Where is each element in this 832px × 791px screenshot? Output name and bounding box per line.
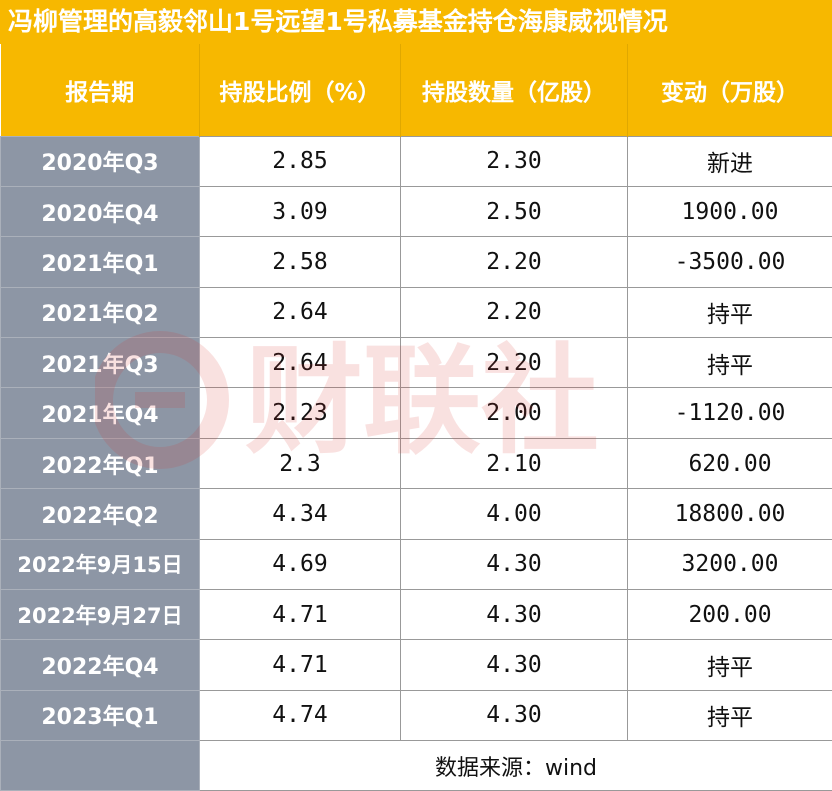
change-cell: 1900.00 — [628, 186, 832, 236]
header-shares: 持股数量（亿股） — [401, 44, 628, 136]
shares-cell: 2.10 — [401, 438, 628, 488]
shares-cell: 4.30 — [401, 640, 628, 690]
change-cell: 持平 — [628, 287, 832, 337]
change-cell: -1120.00 — [628, 388, 832, 438]
change-cell: 3200.00 — [628, 539, 832, 589]
period-cell: 2022年9月15日 — [1, 539, 200, 589]
table-row: 2021年Q2 2.64 2.20 持平 — [1, 287, 832, 337]
ratio-cell: 2.23 — [200, 388, 401, 438]
shares-cell: 2.20 — [401, 237, 628, 287]
header-row: 报告期 持股比例（%） 持股数量（亿股） 变动（万股） — [1, 44, 832, 136]
table-row: 2022年Q4 4.71 4.30 持平 — [1, 640, 832, 690]
header-change: 变动（万股） — [628, 44, 832, 136]
source-row: 数据来源：wind — [1, 741, 832, 791]
ratio-cell: 3.09 — [200, 186, 401, 236]
shares-cell: 2.20 — [401, 287, 628, 337]
table-title: 冯柳管理的高毅邻山1号远望1号私募基金持仓海康威视情况 — [0, 0, 832, 44]
change-cell: 200.00 — [628, 590, 832, 640]
holdings-table: 报告期 持股比例（%） 持股数量（亿股） 变动（万股） 2020年Q3 2.85… — [0, 44, 832, 791]
shares-cell: 4.30 — [401, 690, 628, 740]
table-row: 2021年Q1 2.58 2.20 -3500.00 — [1, 237, 832, 287]
ratio-cell: 2.85 — [200, 136, 401, 186]
table-row: 2023年Q1 4.74 4.30 持平 — [1, 690, 832, 740]
shares-cell: 2.50 — [401, 186, 628, 236]
period-cell: 2021年Q2 — [1, 287, 200, 337]
period-cell: 2022年Q1 — [1, 438, 200, 488]
table-row: 2022年9月27日 4.71 4.30 200.00 — [1, 590, 832, 640]
change-cell: 持平 — [628, 640, 832, 690]
period-cell: 2021年Q1 — [1, 237, 200, 287]
table-row: 2021年Q3 2.64 2.20 持平 — [1, 338, 832, 388]
shares-cell: 2.30 — [401, 136, 628, 186]
ratio-cell: 4.71 — [200, 640, 401, 690]
period-cell: 2021年Q4 — [1, 388, 200, 438]
shares-cell: 2.00 — [401, 388, 628, 438]
shares-cell: 4.30 — [401, 590, 628, 640]
header-period: 报告期 — [1, 44, 200, 136]
period-cell: 2022年9月27日 — [1, 590, 200, 640]
period-cell: 2020年Q3 — [1, 136, 200, 186]
shares-cell: 2.20 — [401, 338, 628, 388]
table-row: 2020年Q3 2.85 2.30 新进 — [1, 136, 832, 186]
change-cell: 持平 — [628, 690, 832, 740]
table-row: 2021年Q4 2.23 2.00 -1120.00 — [1, 388, 832, 438]
table-row: 2020年Q4 3.09 2.50 1900.00 — [1, 186, 832, 236]
change-cell: -3500.00 — [628, 237, 832, 287]
ratio-cell: 2.58 — [200, 237, 401, 287]
change-cell: 持平 — [628, 338, 832, 388]
shares-cell: 4.00 — [401, 489, 628, 539]
period-cell: 2020年Q4 — [1, 186, 200, 236]
period-cell: 2022年Q2 — [1, 489, 200, 539]
table-row: 2022年9月15日 4.69 4.30 3200.00 — [1, 539, 832, 589]
header-ratio: 持股比例（%） — [200, 44, 401, 136]
ratio-cell: 4.74 — [200, 690, 401, 740]
table-row: 2022年Q1 2.3 2.10 620.00 — [1, 438, 832, 488]
ratio-cell: 4.71 — [200, 590, 401, 640]
change-cell: 新进 — [628, 136, 832, 186]
table-row: 2022年Q2 4.34 4.00 18800.00 — [1, 489, 832, 539]
period-cell: 2021年Q3 — [1, 338, 200, 388]
shares-cell: 4.30 — [401, 539, 628, 589]
ratio-cell: 2.64 — [200, 287, 401, 337]
ratio-cell: 4.34 — [200, 489, 401, 539]
ratio-cell: 2.64 — [200, 338, 401, 388]
source-spacer-cell — [1, 741, 200, 791]
ratio-cell: 2.3 — [200, 438, 401, 488]
period-cell: 2022年Q4 — [1, 640, 200, 690]
change-cell: 620.00 — [628, 438, 832, 488]
change-cell: 18800.00 — [628, 489, 832, 539]
ratio-cell: 4.69 — [200, 539, 401, 589]
period-cell: 2023年Q1 — [1, 690, 200, 740]
source-note: 数据来源：wind — [200, 741, 832, 791]
